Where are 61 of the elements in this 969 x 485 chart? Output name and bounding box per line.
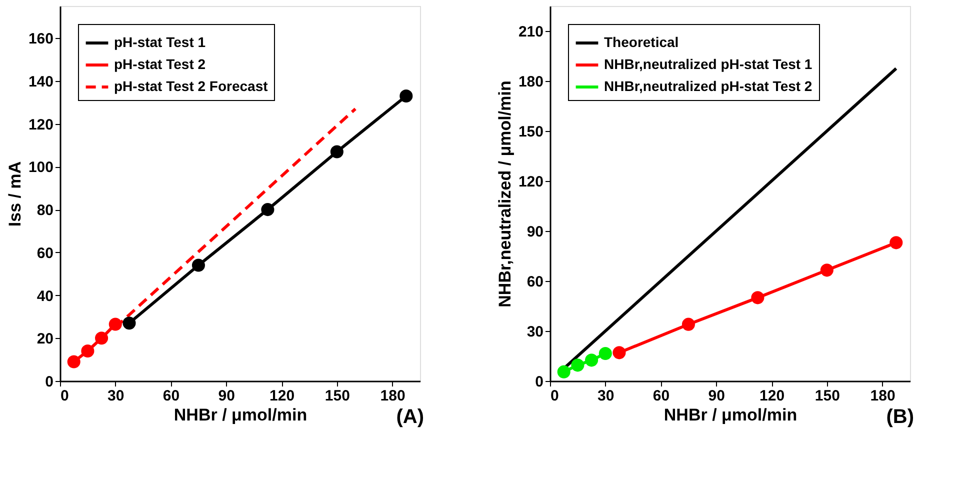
x-axis-title: NHBr / μmol/min	[174, 406, 308, 424]
x-tick-label: 180	[380, 388, 406, 404]
y-tick-label: 60	[526, 274, 544, 290]
y-tick-label: 90	[526, 224, 544, 240]
x-tick-label: 180	[870, 388, 896, 404]
y-tick-label: 150	[518, 124, 544, 140]
y-tick-label: 0	[535, 374, 544, 390]
x-tick-label: 0	[550, 388, 559, 404]
point	[612, 346, 626, 360]
x-tick-label: 120	[760, 388, 785, 404]
y-tick-label: 120	[518, 174, 544, 190]
x-tick-label: 90	[708, 388, 725, 404]
point	[820, 264, 834, 277]
legend-label: pH-stat Test 2	[114, 56, 206, 72]
text: (A)	[396, 406, 424, 428]
point	[400, 89, 413, 103]
x-tick-label: 30	[108, 388, 124, 404]
point	[192, 258, 205, 272]
y-tick-label: 0	[45, 374, 54, 390]
x-tick-label: 60	[652, 388, 670, 404]
point	[585, 354, 598, 367]
point	[571, 358, 584, 372]
point	[81, 344, 94, 358]
legend-label: pH-stat Test 1	[114, 34, 206, 50]
x-tick-label: 30	[598, 388, 614, 404]
x-tick-label: 120	[270, 388, 295, 404]
legend-label: pH-stat Test 2 Forecast	[114, 78, 268, 94]
legend-label: NHBr,neutralized pH-stat Test 1	[604, 56, 812, 72]
y-tick-label: 210	[518, 24, 544, 40]
point	[557, 365, 570, 378]
legend-label: NHBr,neutralized pH-stat Test 2	[604, 78, 812, 94]
legend-label: Theoretical	[604, 34, 679, 50]
point	[108, 318, 122, 331]
x-tick-label: 0	[60, 388, 69, 404]
point	[67, 355, 80, 368]
y-tick-label: 120	[28, 116, 54, 134]
point	[890, 236, 903, 250]
y-tick-label: 180	[518, 74, 544, 90]
y-tick-label: 20	[36, 330, 54, 348]
y-tick-label: 140	[28, 74, 54, 90]
y-axis-title: Iss / mA	[5, 161, 24, 227]
y-tick-label: 100	[28, 159, 54, 176]
y-tick-label: 40	[36, 288, 54, 305]
point	[261, 203, 274, 216]
point	[598, 346, 612, 360]
x-tick-label: 150	[324, 388, 350, 404]
y-tick-label: 30	[526, 324, 544, 340]
point	[122, 316, 136, 330]
point	[751, 291, 764, 304]
point	[682, 318, 695, 331]
text: (B)	[886, 406, 914, 428]
point	[330, 145, 344, 158]
x-axis-title: NHBr / μmol/min	[664, 406, 798, 424]
point	[95, 332, 108, 345]
y-axis-title: NHBr,neutralized / μmol/min	[495, 80, 514, 308]
x-tick-label: 60	[162, 388, 180, 404]
y-tick-label: 60	[36, 244, 54, 262]
y-tick-label: 160	[28, 30, 54, 48]
y-tick-label: 80	[36, 202, 54, 220]
x-tick-label: 90	[218, 388, 235, 404]
x-tick-label: 150	[814, 388, 840, 404]
